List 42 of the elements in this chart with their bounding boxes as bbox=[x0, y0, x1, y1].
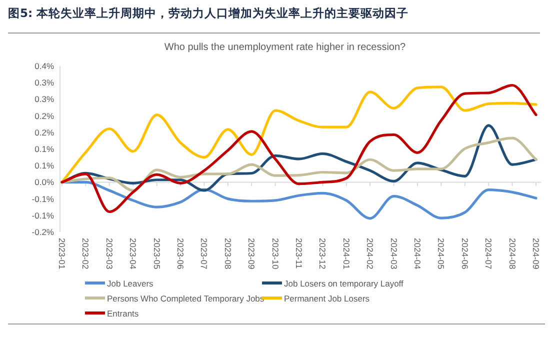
x-tick-label: 2024-08 bbox=[507, 238, 518, 270]
x-tick-label: 2023-06 bbox=[176, 238, 186, 270]
y-tick-label: 0.1% bbox=[34, 160, 54, 171]
x-tick-label: 2024-04 bbox=[412, 238, 422, 270]
x-tick-label: 2024-01 bbox=[341, 238, 352, 270]
x-tick-label: 2024-02 bbox=[365, 238, 376, 270]
x-tick-label: 2023-05 bbox=[152, 238, 162, 270]
x-tick-label: 2023-10 bbox=[270, 238, 280, 270]
line-series bbox=[60, 136, 538, 192]
y-tick-label: -0.2% bbox=[32, 227, 54, 237]
x-tick-label: 2023-11 bbox=[294, 238, 304, 269]
x-tick-label: 2024-06 bbox=[460, 238, 470, 270]
legend-label: Permanent Job Losers bbox=[284, 294, 370, 304]
y-tick-label: 0.3% bbox=[34, 78, 54, 88]
legend-label: Entrants bbox=[107, 308, 139, 318]
y-tick-label: 0.3% bbox=[34, 94, 54, 104]
x-tick-label: 2023-01 bbox=[57, 238, 67, 270]
x-tick-label: 2023-09 bbox=[246, 238, 257, 270]
x-tick-label: 2023-07 bbox=[199, 238, 210, 270]
y-tick-label: 0.2% bbox=[34, 127, 54, 138]
y-tick-label: -0.1% bbox=[32, 210, 54, 220]
x-tick-label: 2023-02 bbox=[80, 238, 91, 270]
chart-title: 图5: 本轮失业率上升周期中，劳动力人口增加为失业率上升的主要驱动因子 bbox=[8, 6, 409, 20]
x-tick-label: 2023-03 bbox=[104, 238, 114, 270]
x-tick-label: 2024-07 bbox=[484, 238, 494, 270]
x-tick-label: 2023-08 bbox=[222, 238, 233, 270]
x-tick-label: 2023-04 bbox=[128, 238, 138, 270]
chart-subtitle: Who pulls the unemployment rate higher in recession? bbox=[164, 42, 406, 53]
line-series bbox=[60, 84, 538, 214]
y-tick-label: 0.4% bbox=[34, 61, 54, 71]
y-tick-label: 0.2% bbox=[34, 110, 54, 121]
legend-label: Job Leavers bbox=[107, 278, 154, 288]
y-tick-label: -0.1% bbox=[32, 194, 54, 204]
x-tick-label: 2024-09 bbox=[531, 238, 541, 270]
legend-label: Persons Who Completed Temporary Jobs bbox=[107, 294, 264, 304]
x-tick-label: 2023-12 bbox=[318, 238, 328, 270]
line-series bbox=[60, 86, 538, 184]
legend-label: Job Losers on temporary Layoff bbox=[284, 278, 404, 288]
x-tick-label: 2024-05 bbox=[436, 238, 446, 270]
y-tick-label: 0.0% bbox=[34, 177, 54, 188]
y-tick-label: 0.1% bbox=[34, 144, 54, 154]
x-tick-label: 2024-03 bbox=[388, 238, 399, 270]
